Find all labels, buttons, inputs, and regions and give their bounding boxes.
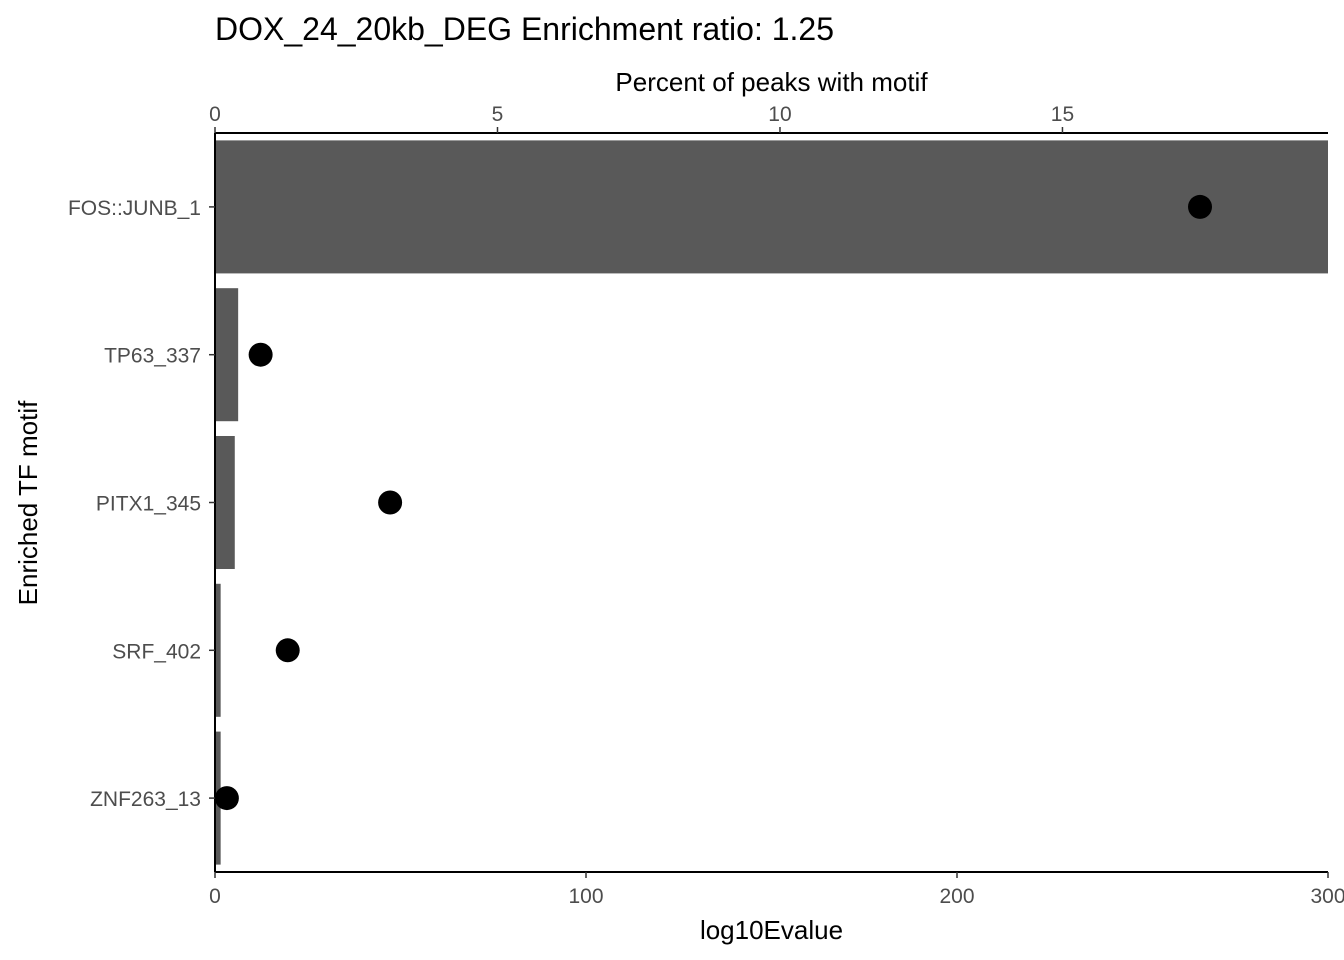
y-axis-tick-label-4: ZNF263_13 (90, 788, 201, 811)
top-axis-tick-label-2: 10 (768, 103, 791, 126)
top-axis-title: Percent of peaks with motif (615, 67, 928, 97)
y-axis-tick-label-0: FOS::JUNB_1 (68, 197, 201, 220)
bottom-axis-tick-label-0: 0 (209, 885, 221, 908)
point-4 (214, 786, 239, 811)
point-2 (378, 490, 403, 515)
plot-area: 0 5 10 150 100 200 300FOS::JUNB_1TP63_337PITX1… (68, 103, 1344, 908)
point-1 (248, 342, 273, 367)
bottom-axis-title: log10Evalue (700, 915, 843, 945)
y-axis-tick-label-3: SRF_402 (112, 640, 201, 663)
point-0 (1188, 194, 1213, 219)
top-axis-tick-label-1: 5 (492, 103, 504, 126)
top-axis-tick-label-3: 15 (1051, 103, 1074, 126)
bar-0 (215, 140, 1328, 274)
y-axis-title: Enriched TF motif (13, 400, 43, 605)
bar-2 (215, 435, 235, 570)
y-axis-tick-label-1: TP63_337 (104, 345, 201, 368)
bar-3 (215, 583, 221, 717)
point-3 (275, 638, 300, 663)
bottom-axis-tick-label-3: 300 (1310, 885, 1344, 908)
y-axis-tick-label-2: PITX1_345 (96, 493, 201, 516)
bottom-axis-tick-label-1: 100 (568, 885, 603, 908)
bottom-axis-tick-label-2: 200 (939, 885, 974, 908)
chart-title: DOX_24_20kb_DEG Enrichment ratio: 1.25 (215, 11, 834, 47)
top-axis-tick-label-0: 0 (209, 103, 221, 126)
bar-1 (215, 288, 239, 422)
